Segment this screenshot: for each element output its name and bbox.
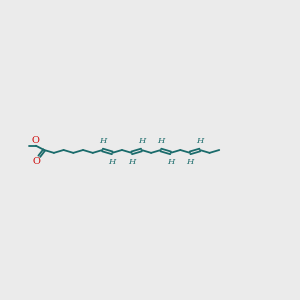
Text: H: H [157,136,164,145]
Text: H: H [138,136,145,145]
Text: H: H [128,158,135,166]
Text: H: H [109,158,116,166]
Text: H: H [186,158,194,166]
Text: H: H [196,136,203,145]
Text: H: H [99,136,106,145]
Text: O: O [31,136,39,145]
Text: O: O [32,157,40,166]
Text: H: H [167,158,174,166]
